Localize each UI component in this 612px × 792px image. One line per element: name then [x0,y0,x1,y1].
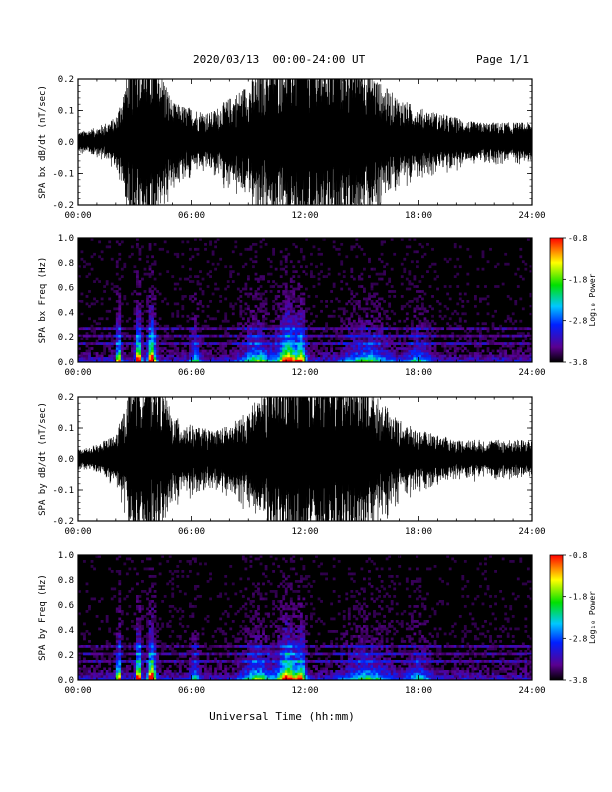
y-axis-label: SPA bx dB/dt (nT/sec) [38,85,48,199]
x-tick-label: 18:00 [405,211,432,221]
x-tick-label: 24:00 [518,368,545,378]
colorbar [549,554,564,681]
y-tick-label: -0.2 [52,517,74,527]
y-tick-label: -0.2 [52,201,74,211]
y-tick-label: 0.8 [58,259,74,269]
y-tick-label: 1.0 [58,234,74,244]
x-tick-label: 24:00 [518,686,545,696]
y-tick-label: 0.8 [58,576,74,586]
x-axis-label: Universal Time (hh:mm) [209,710,355,723]
colorbar-tick-label: -2.8 [568,634,587,643]
y-tick-label: 0.1 [58,424,74,434]
colorbar [549,237,564,363]
x-tick-label: 00:00 [64,368,91,378]
y-tick-label: 1.0 [58,551,74,561]
x-tick-label: 06:00 [178,368,205,378]
x-tick-label: 06:00 [178,686,205,696]
page-number: Page 1/1 [476,53,529,66]
y-tick-label: -0.1 [52,486,74,496]
chart-panel-1: 00:00 06:00 12:00 18:00 24:00 -0.2 -0.1 0.0 0.1 0… [38,75,546,221]
x-tick-label: 00:00 [64,686,91,696]
x-tick-label: 00:00 [64,527,91,537]
y-tick-label: 0.1 [58,107,74,117]
chart-panel-2: -0.8 -1.8 -2.8 -3.8 Log₁₀ Power 00:00 06:00 12:… [38,234,597,378]
y-axis-label: SPA by dB/dt (nT/sec) [38,402,48,516]
x-tick-label: 12:00 [291,686,318,696]
colorbar-tick-label: -0.8 [568,234,587,243]
y-tick-label: 0.2 [58,651,74,661]
x-tick-label: 06:00 [178,211,205,221]
x-tick-label: 12:00 [291,368,318,378]
y-tick-label: -0.1 [52,170,74,180]
chart-panel-4: -0.8 -1.8 -2.8 -3.8 Log₁₀ Power 00:00 06:00 12:… [38,551,597,696]
x-tick-label: 18:00 [405,527,432,537]
x-tick-label: 12:00 [291,211,318,221]
y-tick-label: 0.2 [58,393,74,403]
x-tick-label: 06:00 [178,527,205,537]
series-line [78,397,532,521]
x-tick-label: 18:00 [405,368,432,378]
x-tick-label: 12:00 [291,527,318,537]
y-tick-label: 0.0 [58,455,74,465]
page-title: 2020/03/13 00:00-24:00 UT [193,53,366,66]
series-line [78,79,532,205]
y-tick-label: 0.2 [58,75,74,85]
y-tick-label: 0.4 [58,626,74,636]
y-tick-label: 0.2 [58,333,74,343]
colorbar-label: Log₁₀ Power [588,273,597,326]
x-tick-label: 18:00 [405,686,432,696]
y-tick-label: 0.0 [58,138,74,148]
colorbar-tick-label: -3.8 [568,358,587,367]
y-axis-label: SPA by Freq (Hz) [38,574,48,661]
y-tick-label: 0.4 [58,308,74,318]
colorbar-tick-label: -1.8 [568,593,587,602]
spectrogram-image [78,238,533,363]
x-tick-label: 00:00 [64,211,91,221]
x-tick-label: 24:00 [518,527,545,537]
y-tick-label: 0.6 [58,601,74,611]
y-tick-label: 0.6 [58,284,74,294]
colorbar-tick-label: -1.8 [568,275,587,284]
y-tick-label: 0.0 [58,676,74,686]
colorbar-tick-label: -3.8 [568,676,587,685]
chart-panel-3: 00:00 06:00 12:00 18:00 24:00 -0.2 -0.1 0.0 0.1 0… [38,393,546,537]
colorbar-label: Log₁₀ Power [588,591,597,644]
x-tick-label: 24:00 [518,211,545,221]
y-tick-label: 0.0 [58,358,74,368]
spectrogram-image [78,555,533,681]
y-axis-label: SPA bx Freq (Hz) [38,257,48,344]
colorbar-tick-label: -2.8 [568,317,587,326]
colorbar-tick-label: -0.8 [568,551,587,560]
